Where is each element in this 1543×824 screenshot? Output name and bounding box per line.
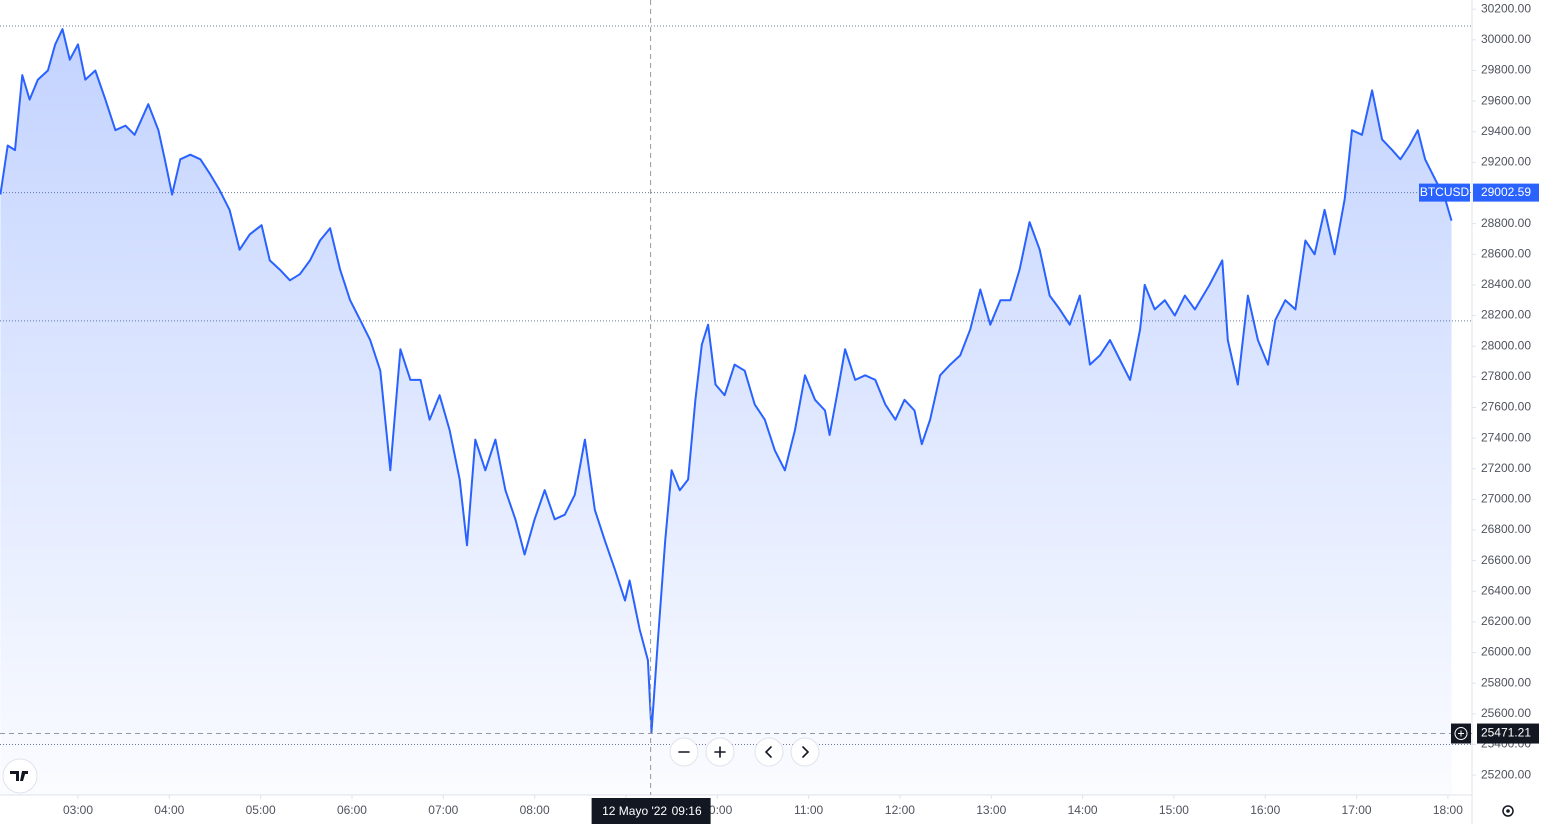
scroll-right-button[interactable] — [790, 737, 820, 767]
x-tick-label: 05:00 — [246, 803, 276, 817]
x-tick-label: 18:00 — [1433, 803, 1463, 817]
y-tick-label: 28000.00 — [1481, 338, 1531, 352]
x-tick-label: 11:00 — [794, 803, 823, 817]
last-price-box — [1473, 183, 1539, 202]
x-tick-label: 03:00 — [63, 803, 93, 817]
price-line — [0, 28, 1453, 734]
x-tick-label: 04:00 — [154, 803, 184, 817]
x-tick-label: 06:00 — [337, 803, 367, 817]
y-tick-label: 26200.00 — [1481, 614, 1531, 628]
x-tick-label: 14:00 — [1068, 803, 1098, 817]
x-tick-label: 16:00 — [1250, 803, 1280, 817]
y-tick-label: 29400.00 — [1481, 124, 1531, 138]
y-tick-label: 28200.00 — [1481, 308, 1531, 322]
x-tick-label: 12:00 — [885, 803, 915, 817]
y-tick-label: 28800.00 — [1481, 216, 1531, 230]
y-tick-label: 28400.00 — [1481, 277, 1531, 291]
y-tick-label: 27400.00 — [1481, 430, 1531, 444]
symbol-label: BTCUSD — [1420, 185, 1470, 199]
y-tick-label: 25800.00 — [1481, 675, 1531, 689]
x-tick-label: 17:00 — [1342, 803, 1372, 817]
y-tick-label: 29200.00 — [1481, 155, 1531, 169]
x-tick-label: 13:00 — [976, 803, 1006, 817]
y-tick-label: 26400.00 — [1481, 583, 1531, 597]
crosshair-price: 25471.21 — [1481, 726, 1531, 740]
zoom-out-button[interactable] — [669, 737, 699, 767]
y-tick-label: 26800.00 — [1481, 522, 1531, 536]
y-tick-label: 27000.00 — [1481, 492, 1531, 506]
y-tick-label: 28600.00 — [1481, 246, 1531, 260]
crosshair-price-box — [1477, 723, 1539, 744]
x-tick-label: 08:00 — [520, 803, 550, 817]
area-fill — [0, 29, 1452, 796]
settings-icon[interactable] — [1502, 805, 1514, 817]
crosshair-add-icon — [1454, 727, 1468, 741]
y-tick-label: 27600.00 — [1481, 400, 1531, 414]
y-tick-label: 25600.00 — [1481, 706, 1531, 720]
last-price-label: 29002.59 — [1481, 185, 1531, 199]
x-tick-label: 07:00 — [428, 803, 458, 817]
y-tick-label: 25200.00 — [1481, 767, 1531, 781]
crosshair-time-box — [591, 798, 711, 824]
scroll-left-button[interactable] — [754, 737, 784, 767]
y-tick-label: 30200.00 — [1481, 1, 1531, 15]
symbol-box — [1419, 183, 1470, 202]
zoom-in-button[interactable] — [705, 737, 735, 767]
tradingview-logo[interactable] — [2, 758, 38, 794]
crosshair-time: 09:16 — [672, 804, 702, 818]
y-tick-label: 26600.00 — [1481, 553, 1531, 567]
x-tick-label: 15:00 — [1159, 803, 1189, 817]
crosshair-date: 12 Mayo '22 — [602, 804, 667, 818]
y-tick-label: 30000.00 — [1481, 32, 1531, 46]
y-tick-label: 27200.00 — [1481, 461, 1531, 475]
y-tick-label: 27800.00 — [1481, 369, 1531, 383]
y-tick-label: 29800.00 — [1481, 63, 1531, 77]
y-tick-label: 26000.00 — [1481, 645, 1531, 659]
crosshair-add-plus — [1458, 730, 1464, 737]
y-tick-label: 29600.00 — [1481, 93, 1531, 107]
